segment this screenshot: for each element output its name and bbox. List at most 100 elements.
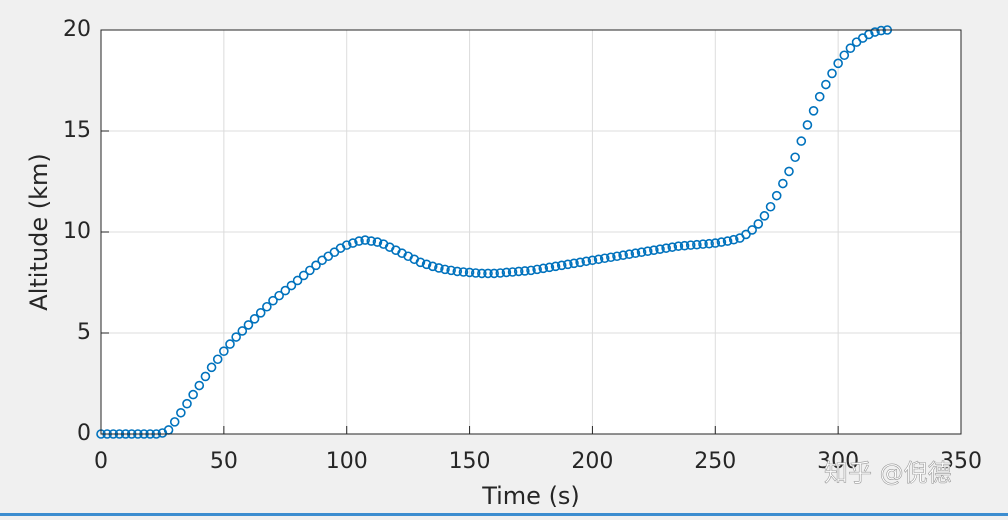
data-point — [685, 240, 696, 250]
data-point — [673, 241, 684, 251]
data-point — [544, 262, 555, 273]
data-point — [434, 263, 444, 273]
data-point — [599, 253, 610, 264]
data-point — [219, 346, 229, 356]
data-point — [784, 166, 794, 177]
x-tick-label: 350 — [940, 449, 982, 474]
data-point — [366, 236, 377, 246]
data-point — [741, 229, 751, 240]
data-point — [870, 27, 880, 37]
y-tick-label: 5 — [77, 320, 91, 345]
data-point — [692, 239, 702, 250]
x-axis-label: Time (s) — [481, 482, 580, 510]
data-point — [716, 237, 727, 247]
data-point — [624, 249, 635, 260]
data-point — [176, 407, 186, 418]
data-point — [698, 239, 708, 249]
data-point — [206, 362, 217, 373]
data-point — [563, 259, 573, 270]
data-point — [630, 248, 641, 259]
data-point — [618, 250, 628, 261]
data-point — [427, 261, 438, 272]
data-point — [311, 260, 321, 271]
data-point — [667, 242, 678, 252]
data-markers — [96, 25, 893, 439]
data-point — [182, 398, 192, 409]
data-point — [642, 246, 653, 256]
data-point — [655, 244, 665, 254]
data-point — [262, 301, 272, 312]
data-point — [532, 264, 542, 275]
data-point — [274, 290, 284, 301]
data-point — [507, 267, 518, 277]
data-point — [593, 254, 604, 265]
y-tick-label: 10 — [63, 219, 91, 244]
data-point — [704, 238, 714, 249]
x-tick-label: 150 — [449, 449, 491, 474]
data-point — [255, 307, 266, 318]
data-point — [225, 339, 235, 349]
data-point — [231, 332, 241, 342]
data-point — [415, 257, 426, 268]
data-point — [821, 79, 831, 90]
data-point — [728, 234, 739, 245]
data-point — [212, 354, 223, 365]
data-point — [249, 314, 260, 324]
data-point — [550, 261, 561, 272]
data-point — [470, 268, 481, 278]
data-point — [790, 152, 800, 163]
data-point — [556, 260, 567, 271]
x-tick-label: 0 — [94, 449, 108, 474]
data-point — [354, 236, 364, 246]
data-point — [341, 240, 352, 250]
data-point — [722, 236, 733, 246]
data-point — [280, 285, 291, 296]
data-point — [292, 275, 303, 286]
data-point — [268, 295, 278, 306]
data-point — [710, 238, 721, 248]
data-point — [452, 266, 463, 277]
data-point — [759, 211, 770, 221]
watermark: 知乎 @倪德 — [824, 459, 952, 487]
data-point — [188, 389, 198, 400]
data-point — [520, 266, 530, 276]
data-point — [606, 252, 616, 263]
data-point — [587, 255, 598, 266]
data-point — [814, 91, 825, 102]
data-point — [483, 268, 493, 279]
data-point — [679, 240, 690, 251]
data-point — [298, 270, 309, 281]
bottom-border — [0, 513, 1008, 516]
y-axis-label: Altitude (km) — [25, 153, 53, 310]
y-tick-label: 0 — [77, 421, 91, 446]
ticks: 0 50 100 150 200 250 300 350 0 5 10 15 20 — [63, 17, 982, 474]
y-tick-label: 15 — [63, 118, 91, 143]
data-point — [747, 225, 757, 235]
data-point — [778, 178, 788, 189]
data-point — [458, 267, 469, 277]
data-point — [194, 380, 205, 391]
data-point — [440, 264, 450, 275]
data-point — [827, 68, 837, 79]
data-point — [538, 263, 549, 274]
data-point — [802, 120, 813, 130]
data-point — [636, 247, 647, 257]
data-point — [833, 58, 843, 69]
data-point — [526, 265, 536, 276]
data-point — [808, 106, 819, 116]
data-point — [876, 25, 886, 36]
data-point — [581, 256, 592, 267]
data-point — [649, 245, 659, 255]
data-point — [753, 219, 764, 229]
data-point — [661, 243, 671, 253]
data-point — [169, 417, 180, 427]
data-point — [501, 267, 512, 278]
data-point — [575, 257, 585, 268]
x-tick-label: 200 — [571, 449, 613, 474]
data-point — [305, 265, 315, 276]
y-tick-label: 20 — [63, 17, 91, 42]
data-point — [839, 50, 850, 61]
data-point — [771, 190, 782, 201]
